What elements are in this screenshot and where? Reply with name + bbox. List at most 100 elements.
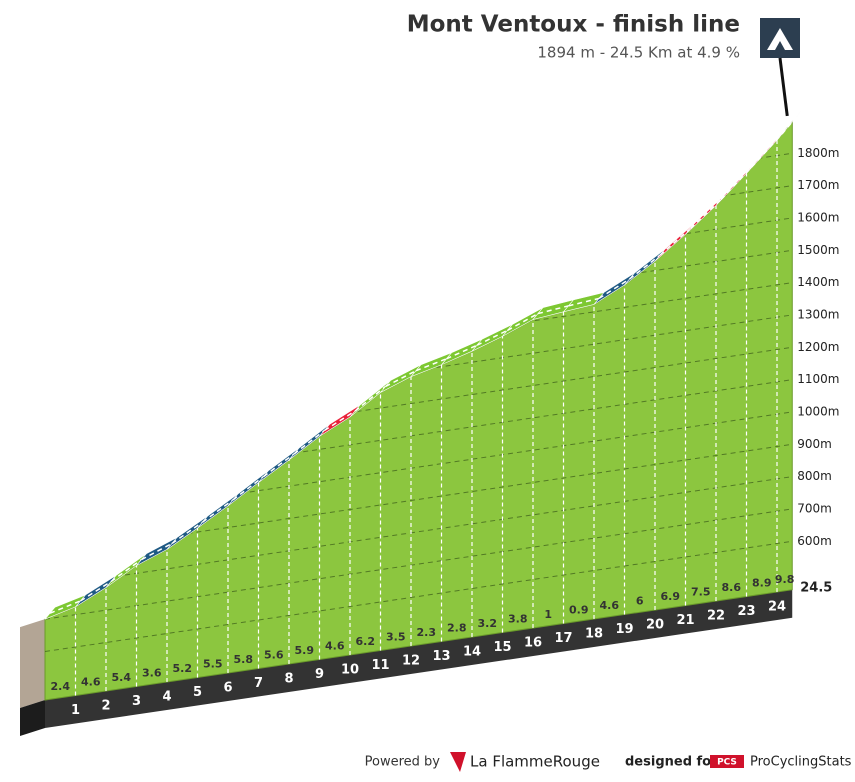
pcs-badge [710, 755, 744, 768]
center-dash [263, 453, 295, 478]
gradient-label: 2.8 [447, 621, 467, 634]
center-dash [781, 115, 798, 135]
km-label: 6 [223, 681, 232, 696]
gradient-label: 6.2 [356, 635, 376, 648]
y-tick-label: 1600m [797, 210, 839, 224]
y-tick-label: 1800m [797, 146, 839, 160]
center-dash [49, 600, 81, 614]
y-tick-label: 1100m [797, 372, 839, 386]
gradient-label: 8.9 [752, 576, 772, 589]
km-label: 24.5 [800, 580, 832, 595]
km-label: 24 [768, 600, 786, 615]
gradient-label: 7.5 [691, 585, 711, 598]
km-label: 4 [162, 690, 171, 705]
km-label: 8 [284, 672, 293, 687]
km-label: 7 [254, 676, 263, 691]
brand-icon [450, 752, 466, 772]
footer-powered: Powered by [365, 755, 441, 770]
center-dash [324, 410, 356, 432]
gradient-label: 9.8 [775, 573, 795, 586]
center-dash [385, 370, 417, 388]
km-label: 5 [193, 685, 202, 700]
km-label: 17 [554, 631, 572, 646]
center-dash [293, 429, 325, 455]
gradient-label: 5.4 [112, 671, 132, 684]
gradient-label: 4.6 [325, 639, 345, 652]
km-label: 3 [132, 694, 141, 709]
gradient-label: 5.9 [295, 644, 315, 657]
y-tick-label: 1000m [797, 404, 839, 418]
y-tick-label: 1500m [797, 243, 839, 257]
km-label: 9 [315, 667, 324, 682]
center-dash [141, 542, 173, 561]
left-strip [20, 700, 45, 736]
chart-title: Mont Ventoux - finish line [407, 12, 740, 38]
gradient-label: 2.3 [417, 626, 437, 639]
y-tick-label: 1700m [797, 178, 839, 192]
center-dash [507, 312, 539, 332]
gradient-label: 3.5 [386, 630, 406, 643]
gradient-label: 4.6 [600, 599, 620, 612]
km-label: 16 [524, 636, 542, 651]
gradient-label: 6.9 [661, 590, 681, 603]
y-tick-label: 600m [797, 534, 832, 548]
center-dash [415, 358, 447, 372]
gradient-label: 4.6 [81, 675, 101, 688]
center-dash [446, 344, 478, 360]
km-label: 12 [402, 654, 420, 669]
gradient-label: 5.6 [264, 648, 284, 661]
gradient-label: 2.4 [51, 680, 71, 693]
gradient-label: 5.8 [234, 653, 254, 666]
base-strip [45, 589, 793, 728]
footer-site: ProCyclingStats [750, 755, 852, 770]
km-label: 20 [646, 618, 664, 633]
km-label: 10 [341, 663, 359, 678]
center-dash [659, 227, 691, 256]
summit-pole [778, 57, 789, 117]
center-dash [80, 580, 112, 602]
y-tick-label: 1400m [797, 275, 839, 289]
y-tick-label: 1300m [797, 307, 839, 321]
km-label: 23 [737, 604, 755, 619]
gradient-label: 5.2 [173, 662, 193, 675]
center-dash [110, 558, 142, 583]
summit-icon [760, 18, 800, 58]
km-label: 19 [615, 622, 633, 637]
gradient-label: 3.8 [508, 612, 528, 625]
center-dash [598, 278, 630, 300]
gradient-label: 6 [636, 594, 644, 607]
y-tick-label: 700m [797, 501, 832, 515]
gradient-label: 5.5 [203, 657, 223, 670]
center-dash [476, 329, 508, 346]
y-tick-label: 1200m [797, 340, 839, 354]
km-label: 11 [371, 658, 389, 673]
km-label: 1 [71, 703, 80, 718]
gradient-label: 3.6 [142, 666, 162, 679]
center-dash [202, 499, 234, 523]
left-cap [20, 619, 45, 708]
y-tick-label: 800m [797, 469, 832, 483]
gradient-label: 8.6 [722, 581, 742, 594]
y-tick-label: 900m [797, 437, 832, 451]
km-label: 18 [585, 627, 603, 642]
footer-brand: La FlammeRouge [470, 753, 600, 771]
center-dash [629, 254, 661, 280]
center-dash [232, 476, 264, 501]
footer-pcs: PCS [717, 758, 737, 768]
center-dash [750, 133, 783, 168]
footer: Powered by La FlammeRouge designed for P… [365, 752, 852, 772]
center-dash [354, 385, 386, 412]
km-label: 21 [676, 613, 694, 628]
gradient-label: 3.2 [478, 617, 498, 630]
km-label: 22 [707, 609, 725, 624]
footer-designed: designed for [625, 755, 718, 770]
km-label: 2 [101, 699, 110, 714]
km-label: 13 [432, 649, 450, 664]
center-dash [689, 199, 722, 229]
km-label: 14 [463, 645, 481, 660]
gradient-label: 0.9 [569, 603, 589, 616]
gradient-label: 1 [544, 608, 552, 621]
km-label: 15 [493, 640, 511, 655]
plot: 600m 700m 800m 900m 1000m 1100m 1200m 1300m 1400… [20, 57, 839, 736]
